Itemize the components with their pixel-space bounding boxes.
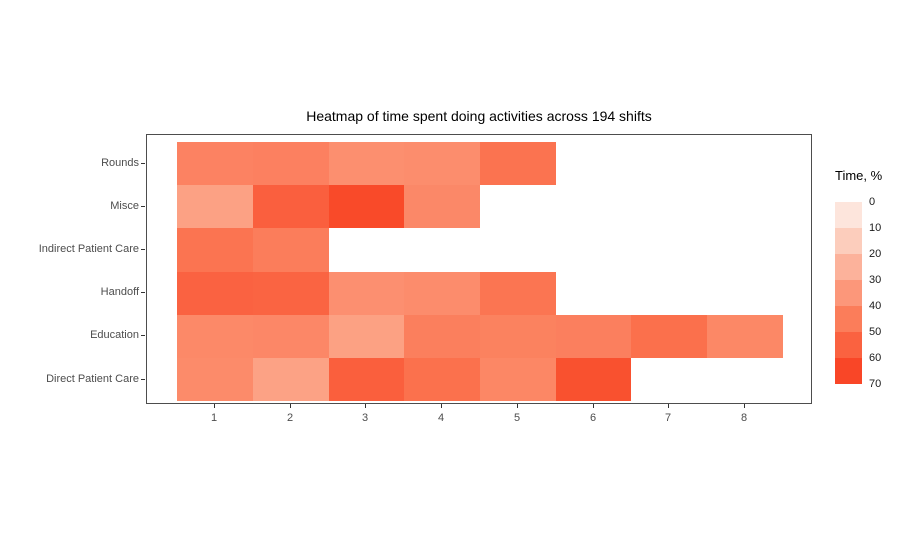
legend-swatch — [835, 254, 862, 280]
legend-tick-label: 0 — [869, 196, 876, 208]
heatmap-panel — [146, 134, 812, 404]
legend-tick-label: 40 — [869, 300, 882, 312]
x-axis-label: 5 — [513, 412, 521, 424]
legend: Time, % 0 10 20 30 40 50 60 70 — [835, 168, 905, 398]
x-axis-tick — [593, 404, 594, 408]
y-axis-tick — [141, 335, 145, 336]
x-axis-label: 1 — [210, 412, 218, 424]
heatmap-cell — [480, 358, 556, 401]
heatmap-cell — [253, 185, 329, 228]
heatmap-cell — [480, 142, 556, 185]
legend-swatch — [835, 306, 862, 332]
y-axis-label: Education — [90, 329, 139, 341]
x-axis-tick — [214, 404, 215, 408]
legend-swatch — [835, 228, 862, 254]
heatmap-cell — [329, 358, 404, 401]
heatmap-cell — [253, 142, 329, 185]
heatmap-cell — [329, 315, 404, 358]
legend-swatch — [835, 280, 862, 306]
heatmap-cell — [177, 315, 253, 358]
heatmap-cell — [177, 142, 253, 185]
legend-tick-label: 10 — [869, 222, 882, 234]
x-axis-label: 2 — [286, 412, 294, 424]
heatmap-cell — [329, 142, 404, 185]
heatmap-cell — [253, 272, 329, 315]
heatmap-cell — [177, 185, 253, 228]
heatmap-cell — [329, 272, 404, 315]
x-axis-label: 4 — [437, 412, 445, 424]
heatmap-cell — [556, 358, 631, 401]
heatmap-cell — [253, 315, 329, 358]
heatmap-cell — [177, 358, 253, 401]
x-axis-tick — [441, 404, 442, 408]
y-axis-label: Handoff — [100, 286, 139, 298]
x-axis-label: 8 — [740, 412, 748, 424]
heatmap-cell — [480, 315, 556, 358]
heatmap-cell — [177, 228, 253, 272]
heatmap-cell — [253, 228, 329, 272]
heatmap-cell — [404, 185, 480, 228]
x-axis-label: 6 — [589, 412, 597, 424]
heatmap-cell — [404, 315, 480, 358]
heatmap-cell — [177, 272, 253, 315]
heatmap-cell — [253, 358, 329, 401]
y-axis-label: Indirect Patient Care — [38, 243, 139, 255]
heatmap-cell — [329, 185, 404, 228]
legend-tick-label: 70 — [869, 378, 882, 390]
x-axis-tick — [517, 404, 518, 408]
legend-swatch — [835, 332, 862, 358]
y-axis-tick — [141, 163, 145, 164]
heatmap-cell — [480, 272, 556, 315]
legend-swatch — [835, 202, 862, 228]
x-axis-label: 3 — [361, 412, 369, 424]
heatmap-cell — [404, 358, 480, 401]
y-axis-label: Rounds — [101, 157, 139, 169]
heatmap-cell — [631, 315, 707, 358]
heatmap-cell — [707, 315, 783, 358]
legend-tick-label: 20 — [869, 248, 882, 260]
x-axis-tick — [744, 404, 745, 408]
legend-title: Time, % — [835, 168, 883, 183]
legend-tick-label: 60 — [869, 352, 882, 364]
legend-tick-label: 50 — [869, 326, 882, 338]
y-axis-tick — [141, 379, 145, 380]
legend-tick-label: 30 — [869, 274, 882, 286]
y-axis-label: Direct Patient Care — [46, 373, 139, 385]
x-axis-tick — [290, 404, 291, 408]
x-axis-tick — [365, 404, 366, 408]
heatmap-cell — [404, 272, 480, 315]
y-axis-tick — [141, 249, 145, 250]
legend-swatch — [835, 358, 862, 384]
chart-title: Heatmap of time spent doing activities a… — [306, 108, 652, 124]
y-axis-tick — [141, 292, 145, 293]
heatmap-cell — [404, 142, 480, 185]
y-axis-label: Misce — [110, 200, 139, 212]
x-axis-tick — [668, 404, 669, 408]
y-axis-tick — [141, 206, 145, 207]
heatmap-cell — [556, 315, 631, 358]
x-axis-label: 7 — [664, 412, 672, 424]
